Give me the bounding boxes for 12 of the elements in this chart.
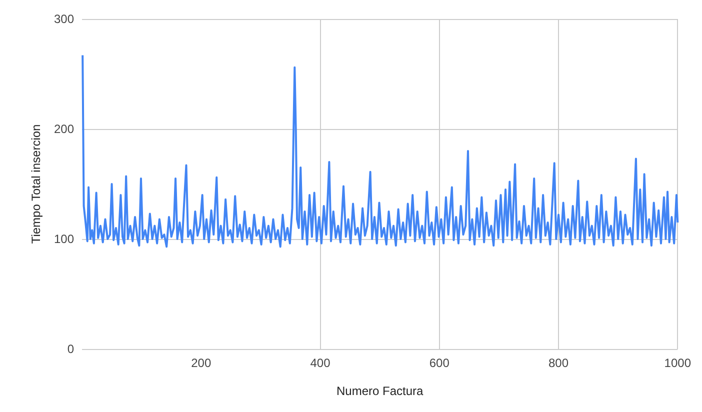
x-axis-title: Numero Factura <box>336 384 424 398</box>
line-series <box>82 54 679 248</box>
x-tick-label: 400 <box>310 356 331 370</box>
y-tick-label: 200 <box>54 122 74 136</box>
y-tick-label: 0 <box>67 342 74 356</box>
y-tick-label: 100 <box>54 232 74 246</box>
y-axis-title: Tiempo Total insercion <box>29 124 43 244</box>
x-tick-label: 200 <box>191 356 212 370</box>
x-tick-label: 800 <box>548 356 569 370</box>
x-tick-label: 600 <box>429 356 450 370</box>
x-tick-label: 1000 <box>664 356 692 370</box>
y-tick-label: 300 <box>54 12 74 26</box>
